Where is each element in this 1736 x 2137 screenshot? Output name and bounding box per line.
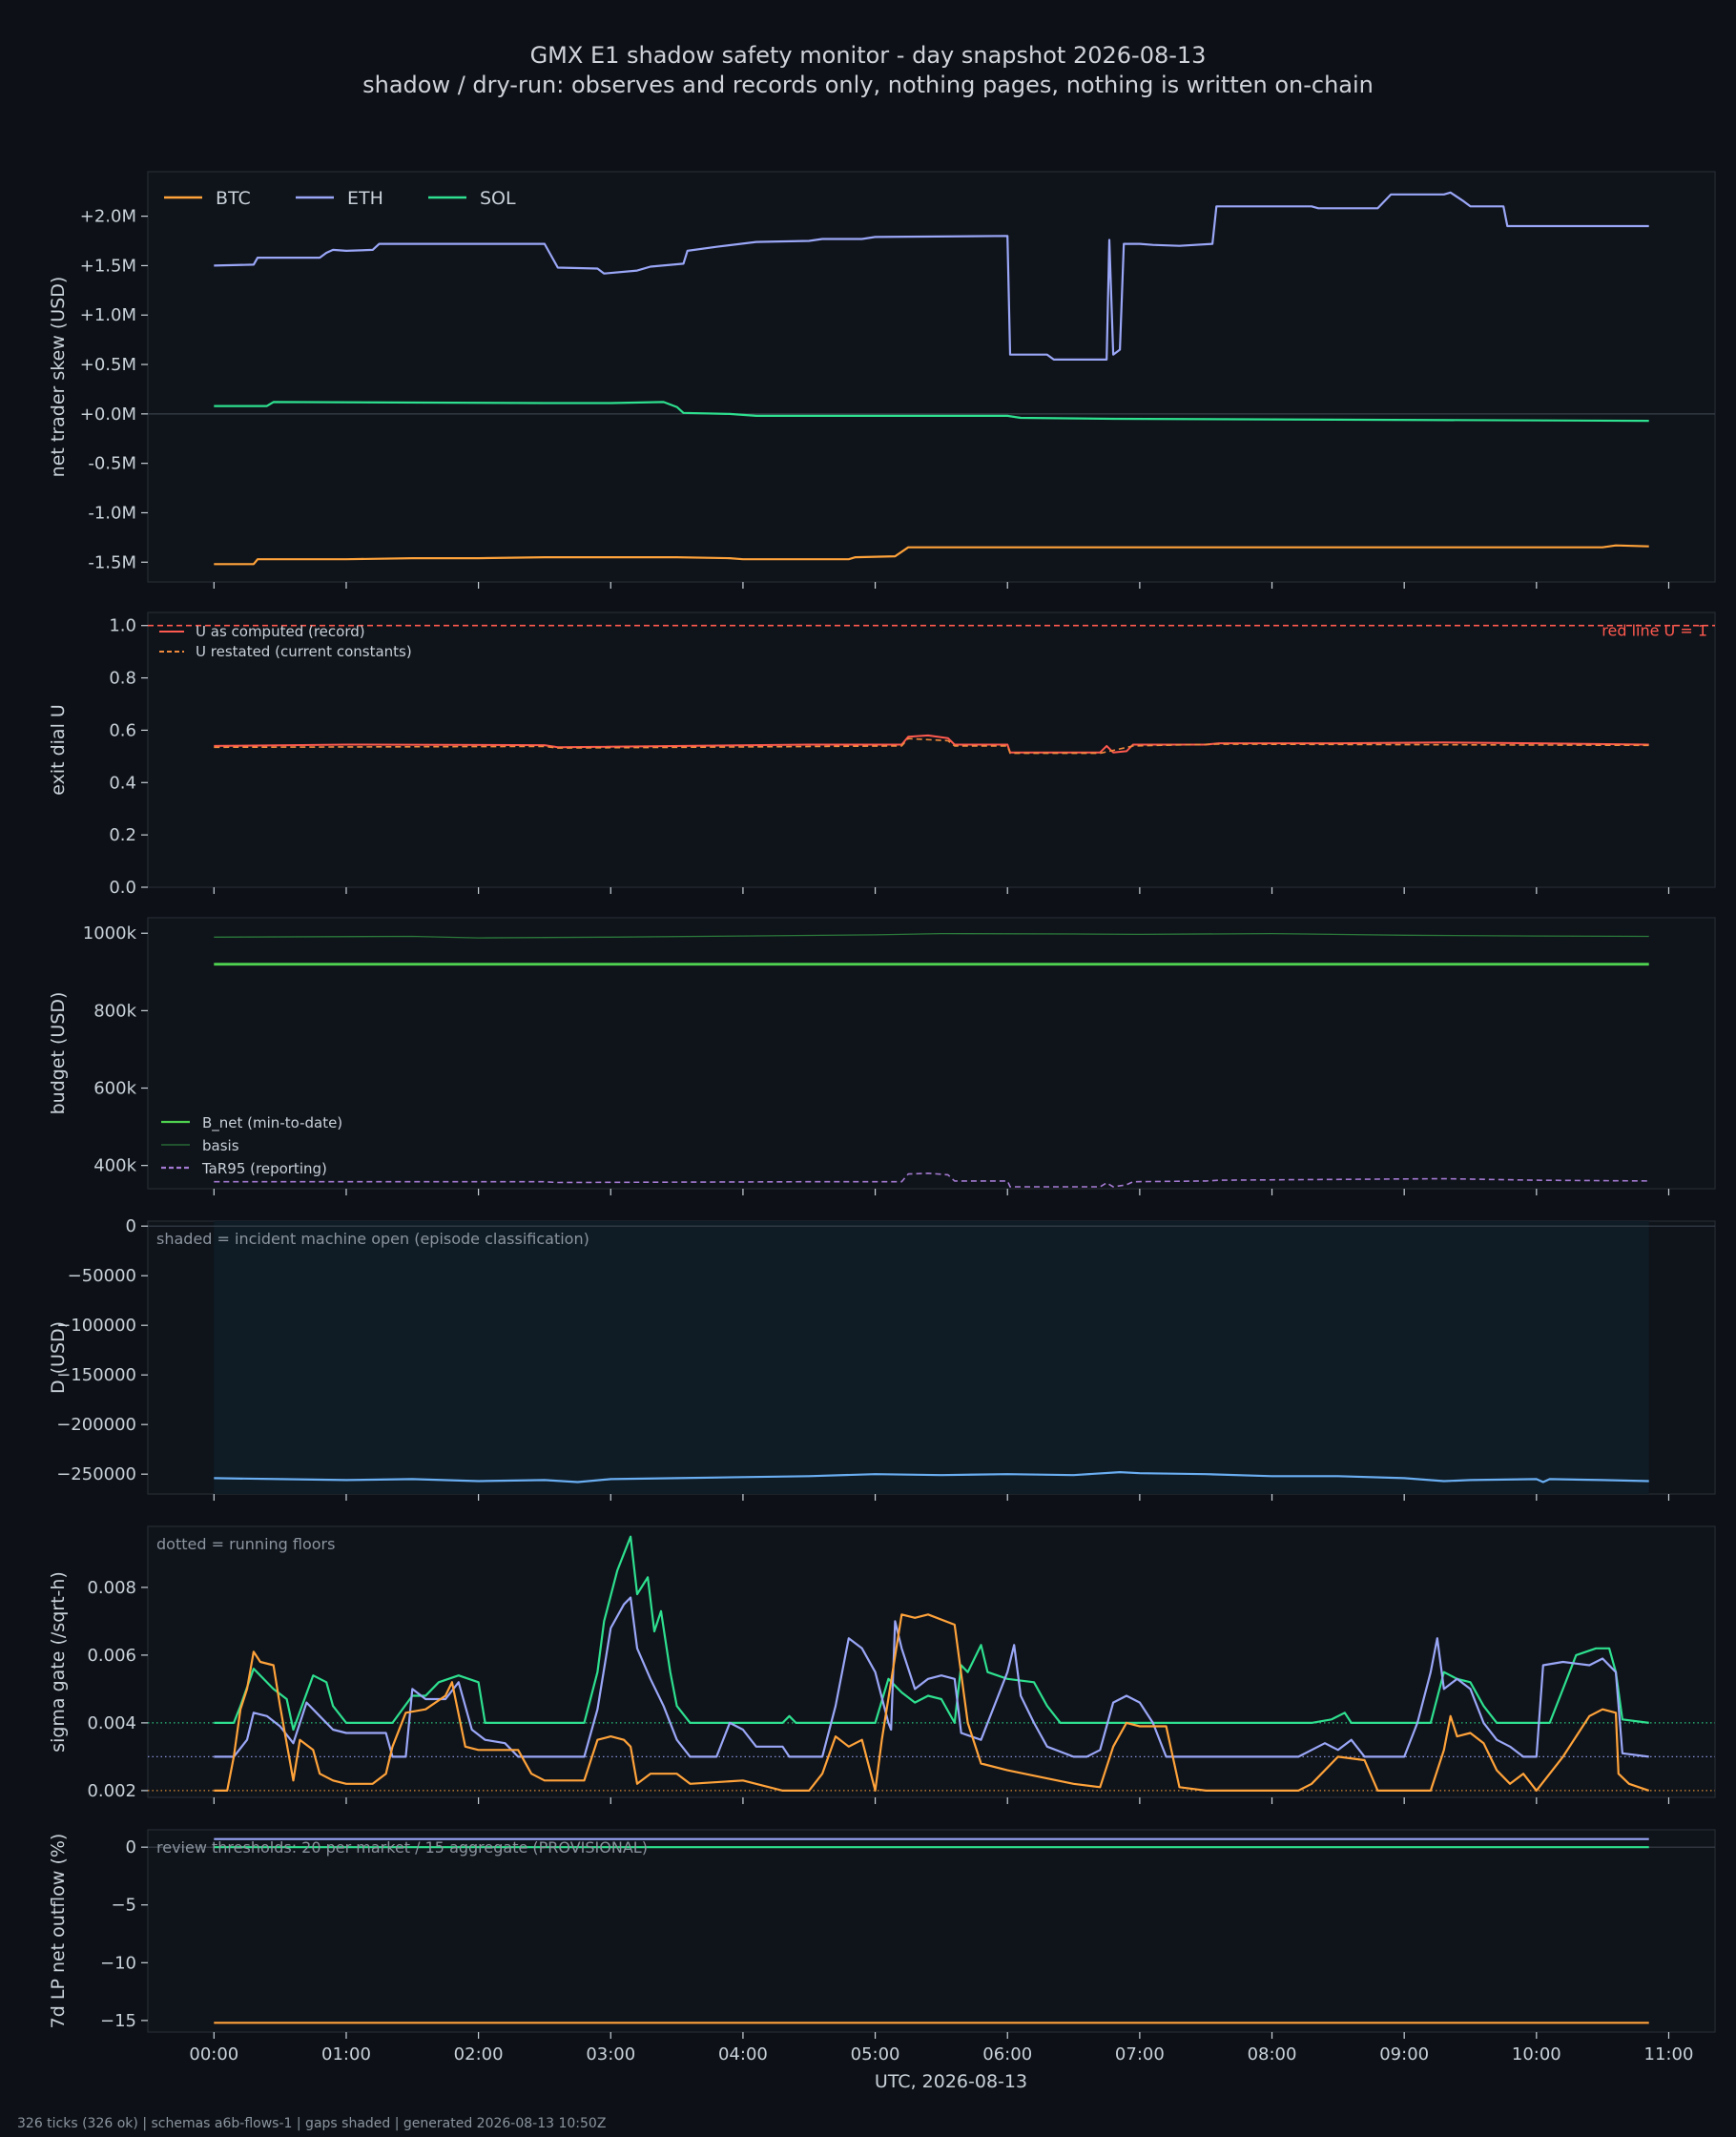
panel-frame: [147, 612, 1716, 888]
x-tick-label: 00:00: [189, 2044, 238, 2064]
y-tick-label: +0.0M: [80, 405, 136, 425]
incident-shaded-region: [214, 1221, 1649, 1494]
panel-annotation: review thresholds: 20 per market / 15 ag…: [156, 1838, 648, 1857]
y-tick-label: 0.8: [109, 669, 136, 689]
y-tick-label: 800k: [93, 1001, 136, 1021]
y-tick-label: 0.002: [87, 1781, 136, 1801]
y-tick-label: 0.006: [87, 1646, 136, 1666]
chart-subtitle: shadow / dry-run: observes and records o…: [362, 72, 1374, 98]
panel-frame: [147, 1525, 1716, 1798]
y-tick-label: +0.5M: [80, 355, 136, 375]
x-tick-label: 05:00: [851, 2044, 900, 2064]
y-tick-label: −100000: [56, 1316, 136, 1336]
y-tick-label: 0: [126, 1837, 136, 1857]
series-line-tar95-reporting: [214, 1172, 1649, 1188]
legend-label-b-net-min-to-date: B_net (min-to-date): [202, 1114, 342, 1132]
y-tick-label: 600k: [93, 1079, 136, 1099]
panel-5: 0.008 0.006 0.004 0.002 sigma gate (/sqrt-h)…: [48, 1525, 1716, 1804]
legend-label-btc: BTC: [216, 188, 251, 209]
series-line-basis: [214, 932, 1649, 939]
series-line-u-restated-current-constants: [214, 737, 1649, 755]
panel-2: 1.0 0.8 0.6 0.4 0.2 0.0 exit dial U red line U …: [48, 612, 1716, 898]
y-tick-label: +1.5M: [80, 256, 136, 276]
y-tick-label: −10: [100, 1953, 136, 1973]
series-line-btc: [214, 544, 1649, 566]
legend-label-u-restated-current-constants: U restated (current constants): [196, 643, 412, 660]
legend-label-basis: basis: [202, 1137, 239, 1154]
legend-label-tar95-reporting: TaR95 (reporting): [201, 1160, 327, 1177]
y-tick-label: 0.008: [87, 1578, 136, 1598]
panel-6: 0 −5 −10 −15 7d LP net outflow (%) review thr…: [48, 1829, 1716, 2039]
series-line-d: [214, 1470, 1649, 1483]
legend-label-u-as-computed-record: U as computed (record): [196, 623, 365, 640]
panel-1: +2.0M +1.5M +1.0M +0.5M +0.0M -0.5M -1.0M -1.5M…: [48, 171, 1716, 589]
y-tick-label: 1000k: [83, 923, 137, 944]
y-tick-label: +2.0M: [80, 207, 136, 227]
y-tick-label: −200000: [56, 1415, 136, 1435]
y-axis-label: budget (USD): [48, 992, 69, 1115]
y-tick-label: −50000: [68, 1266, 136, 1286]
panel-frame: [147, 171, 1716, 583]
y-tick-label: 0.2: [109, 825, 136, 845]
x-tick-label: 08:00: [1248, 2044, 1297, 2064]
y-tick-label: 400k: [93, 1156, 136, 1176]
y-tick-label: 1.0: [109, 616, 136, 636]
y-tick-label: -1.0M: [88, 503, 136, 523]
y-tick-label: -0.5M: [88, 454, 136, 474]
y-tick-label: −5: [111, 1896, 136, 1916]
y-axis-label: exit dial U: [48, 704, 69, 796]
y-tick-label: −150000: [56, 1365, 136, 1385]
y-tick-label: 0: [126, 1216, 136, 1236]
series-line-btc: [214, 1613, 1650, 1793]
x-tick-label: 01:00: [321, 2044, 371, 2064]
x-tick-label: 02:00: [454, 2044, 504, 2064]
x-tick-label: 11:00: [1644, 2044, 1694, 2064]
red-line-annotation: red line U = 1: [1602, 622, 1707, 640]
panel-3: 1000k 800k 600k 400k budget (USD) B_net (min-…: [48, 917, 1716, 1195]
legend-label-sol: SOL: [480, 188, 516, 209]
y-tick-label: 0.4: [109, 773, 136, 793]
y-tick-label: −15: [100, 2011, 136, 2031]
x-tick-label: 07:00: [1115, 2044, 1165, 2064]
y-tick-label: -1.5M: [88, 552, 136, 572]
series-line-sol: [214, 401, 1649, 423]
y-axis-label: sigma gate (/sqrt-h): [48, 1571, 69, 1753]
chart-title: GMX E1 shadow safety monitor - day snaps…: [530, 42, 1207, 69]
panel-4: 0 −50000 −100000 −150000 −200000 −250000 D (US…: [48, 1216, 1716, 1501]
x-axis-label: UTC, 2026-08-13: [875, 2071, 1027, 2092]
footer-status: 326 ticks (326 ok) | schemas a6b-flows-1…: [17, 2116, 606, 2131]
legend-label-eth: ETH: [347, 188, 383, 209]
x-tick-label: 10:00: [1512, 2044, 1561, 2064]
x-tick-label: 04:00: [718, 2044, 768, 2064]
y-axis-label: D (USD): [48, 1321, 69, 1394]
y-tick-label: 0.6: [109, 720, 136, 740]
panel-frame: [147, 1829, 1716, 2033]
x-tick-label: 06:00: [982, 2044, 1032, 2064]
panels: +2.0M +1.5M +1.0M +0.5M +0.0M -0.5M -1.0M -1.5M…: [48, 171, 1716, 2064]
panel-annotation: dotted = running floors: [156, 1535, 335, 1553]
y-tick-label: 0.0: [109, 878, 136, 898]
series-line-eth: [214, 191, 1649, 361]
panel-annotation: shaded = incident machine open (episode …: [156, 1230, 589, 1248]
panel-frame: [147, 917, 1716, 1190]
y-axis-label: net trader skew (USD): [48, 277, 69, 478]
y-tick-label: +1.0M: [80, 305, 136, 325]
y-tick-label: −250000: [56, 1464, 136, 1484]
x-tick-label: 03:00: [586, 2044, 635, 2064]
y-axis-label: 7d LP net outflow (%): [48, 1834, 69, 2029]
series-line-eth: [214, 1596, 1649, 1758]
x-tick-label: 09:00: [1379, 2044, 1429, 2064]
y-tick-label: 0.004: [87, 1713, 136, 1733]
